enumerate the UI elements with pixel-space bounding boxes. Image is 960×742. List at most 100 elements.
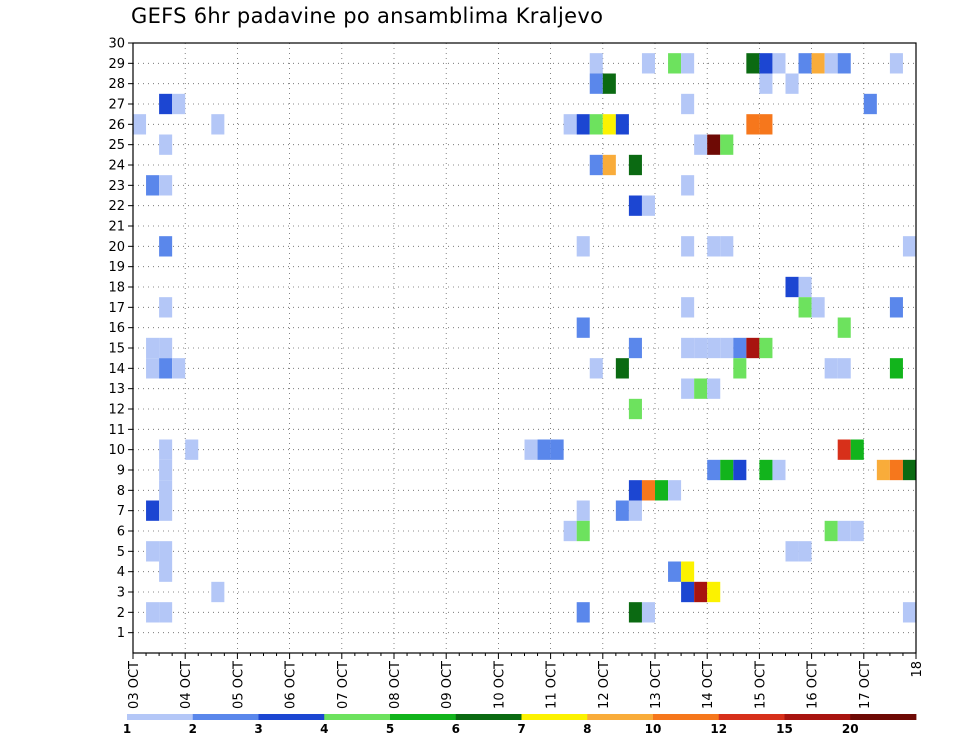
heatmap-cell [211, 114, 225, 135]
heatmap-cell [602, 154, 616, 176]
heatmap-cell [668, 480, 682, 501]
heatmap-cells [133, 53, 916, 623]
legend-label: 1 [123, 722, 131, 736]
x-tick-label: 17 OCT [858, 661, 873, 709]
heatmap-cell [759, 114, 773, 135]
heatmap-cell [589, 154, 603, 176]
heatmap-cell [628, 154, 642, 176]
legend-swatch [850, 714, 917, 720]
heatmap-cell [746, 337, 760, 359]
y-tick-label: 27 [108, 98, 125, 113]
heatmap-cell [733, 459, 747, 481]
legend-label: 5 [386, 722, 394, 736]
heatmap-cell [902, 602, 916, 623]
legend-swatch [390, 714, 457, 720]
y-tick-label: 26 [108, 118, 125, 133]
heatmap-cell [641, 195, 655, 216]
heatmap-cell [615, 500, 629, 521]
heatmap-cell [576, 114, 590, 135]
heatmap-cell [707, 134, 721, 155]
x-tick-label: 16 OCT [806, 661, 821, 709]
heatmap-cell [589, 114, 603, 135]
heatmap-cell [159, 541, 173, 562]
heatmap-cell [576, 602, 590, 623]
heatmap-cell [628, 337, 642, 359]
y-tick-label: 25 [108, 138, 125, 153]
heatmap-cell [159, 561, 173, 582]
heatmap-cell [159, 297, 173, 318]
y-tick-label: 14 [108, 362, 125, 377]
heatmap-cell [902, 236, 916, 257]
heatmap-cell [563, 114, 577, 135]
y-tick-label: 18 [108, 281, 125, 296]
heatmap-cell [681, 337, 695, 359]
heatmap-cell [759, 459, 773, 481]
heatmap-cell [837, 439, 851, 460]
heatmap-cell [694, 378, 708, 399]
heatmap-cell [785, 276, 799, 298]
heatmap-cell [681, 175, 695, 196]
heatmap-cell [159, 480, 173, 501]
heatmap-cell [146, 337, 160, 359]
heatmap-cell [902, 459, 916, 481]
x-tick-label: 13 OCT [649, 661, 664, 709]
heatmap-cell [681, 297, 695, 318]
x-tick-label: 05 OCT [231, 661, 246, 709]
x-tick-label: 03 OCT [127, 661, 142, 709]
heatmap-cell [146, 500, 160, 521]
y-tick-label: 16 [108, 321, 125, 336]
heatmap-cell [550, 439, 564, 460]
y-tick-label: 5 [117, 545, 125, 560]
heatmap-cell [824, 520, 838, 542]
y-tick-label: 24 [108, 159, 125, 174]
heatmap-cell [889, 358, 903, 379]
heatmap-cell [185, 439, 199, 460]
legend-swatch [192, 714, 259, 720]
heatmap-cell [576, 236, 590, 257]
heatmap-cell [589, 358, 603, 379]
heatmap-cell [733, 337, 747, 359]
heatmap-cell [824, 53, 838, 74]
legend-swatch [258, 714, 325, 720]
legend-label: 12 [710, 722, 727, 736]
y-tick-label: 2 [117, 606, 125, 621]
x-tick-label: 10 OCT [492, 661, 507, 709]
heatmap-cell [159, 439, 173, 460]
heatmap-cell [133, 114, 147, 135]
legend-swatch [455, 714, 522, 720]
y-tick-label: 13 [108, 382, 125, 397]
y-tick-label: 23 [108, 179, 125, 194]
heatmap-cell [681, 561, 695, 582]
y-tick-label: 7 [117, 504, 125, 519]
legend-label: 7 [517, 722, 525, 736]
heatmap-cell [628, 602, 642, 623]
heatmap-cell [707, 236, 721, 257]
y-tick-label: 4 [117, 565, 125, 580]
x-tick-label: 12 OCT [597, 661, 612, 709]
legend-swatch [127, 714, 194, 720]
heatmap-cell [589, 73, 603, 94]
heatmap-cell [798, 53, 812, 74]
legend-label: 3 [254, 722, 262, 736]
y-tick-label: 15 [108, 342, 125, 357]
heatmap-cell [720, 134, 734, 155]
y-tick-label: 19 [108, 260, 125, 275]
heatmap-cell [720, 459, 734, 481]
heatmap-cell [159, 236, 173, 257]
heatmap-cell [172, 358, 186, 379]
y-tick-label: 30 [108, 37, 125, 52]
heatmap-cell [589, 53, 603, 74]
heatmap-cell [159, 602, 173, 623]
y-tick-label: 28 [108, 77, 125, 92]
heatmap-cell [146, 358, 160, 379]
heatmap-cell [798, 276, 812, 298]
heatmap-cell [628, 480, 642, 501]
heatmap-cell [159, 337, 173, 359]
heatmap-cell [759, 53, 773, 74]
heatmap-cell [576, 520, 590, 542]
legend-swatch [784, 714, 851, 720]
heatmap-cell [850, 439, 864, 460]
y-tick-label: 1 [117, 626, 125, 641]
heatmap-cell [537, 439, 551, 460]
